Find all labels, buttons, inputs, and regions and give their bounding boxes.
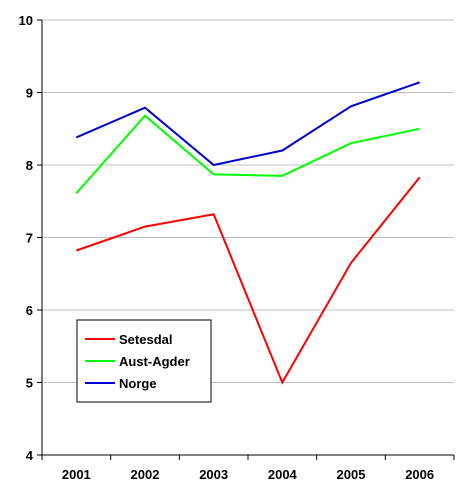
legend: Setesdal Aust-Agder Norge xyxy=(76,319,212,403)
x-tick-labels: 2001 2002 2003 2004 2005 2006 xyxy=(62,467,434,482)
y-tick-label: 8 xyxy=(26,158,33,173)
series-lines xyxy=(75,81,421,385)
y-tick-label: 9 xyxy=(26,86,33,101)
axes xyxy=(37,19,455,460)
legend-label: Setesdal xyxy=(119,332,172,347)
x-tick-label: 2006 xyxy=(405,467,434,482)
x-tick-label: 2005 xyxy=(337,467,366,482)
x-tick-label: 2003 xyxy=(199,467,228,482)
series-line-aust-agder xyxy=(75,114,420,194)
y-tick-labels: 4 5 6 7 8 9 10 xyxy=(19,13,34,463)
series-line-setesdal xyxy=(75,176,421,385)
x-tick-label: 2001 xyxy=(62,467,91,482)
y-tick-label: 10 xyxy=(19,13,33,28)
y-tick-label: 7 xyxy=(26,231,33,246)
x-tick-label: 2004 xyxy=(268,467,298,482)
legend-label: Aust-Agder xyxy=(119,354,190,369)
series-line-norge xyxy=(75,81,421,167)
legend-label: Norge xyxy=(119,376,157,391)
y-tick-label: 5 xyxy=(26,376,33,391)
y-tick-label: 6 xyxy=(26,303,33,318)
x-tick-label: 2002 xyxy=(131,467,160,482)
y-tick-label: 4 xyxy=(26,448,34,463)
